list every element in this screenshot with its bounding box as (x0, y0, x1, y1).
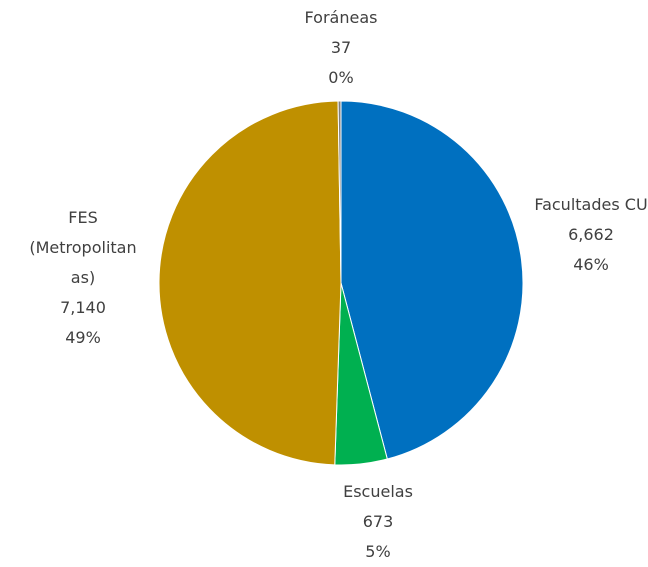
percent-label: 0% (328, 68, 354, 87)
pie-slice (337, 100, 342, 284)
data-label: FES (Metropolitanas) 7,140 49% (27, 203, 139, 353)
percent-label: 49% (65, 328, 101, 347)
data-label: Escuelas 673 5% (318, 477, 438, 567)
value-label: 7,140 (60, 298, 106, 317)
pie-slice (340, 100, 524, 460)
percent-label: 5% (365, 542, 391, 561)
value-label: 37 (330, 38, 352, 57)
pie-slice (158, 100, 342, 466)
data-label: Facultades CU 6,662 46% (531, 190, 648, 280)
category-label: Escuelas (343, 482, 413, 501)
value-label: 6,662 (568, 225, 614, 244)
category-label: Facultades CU (534, 195, 648, 214)
percent-label: 46% (573, 255, 609, 274)
value-label: 673 (362, 512, 394, 531)
category-label: FES (Metropolitanas) (29, 208, 137, 287)
data-label: Foráneas 37 0% (281, 3, 401, 93)
category-label: Foráneas (304, 8, 378, 27)
